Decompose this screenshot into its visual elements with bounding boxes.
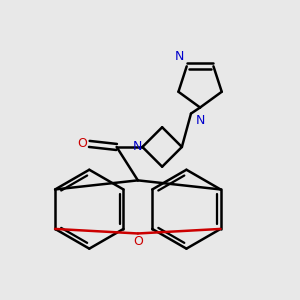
Text: O: O (133, 235, 143, 248)
Text: N: N (174, 50, 184, 63)
Text: O: O (77, 137, 87, 150)
Text: N: N (195, 114, 205, 127)
Text: N: N (132, 140, 142, 154)
